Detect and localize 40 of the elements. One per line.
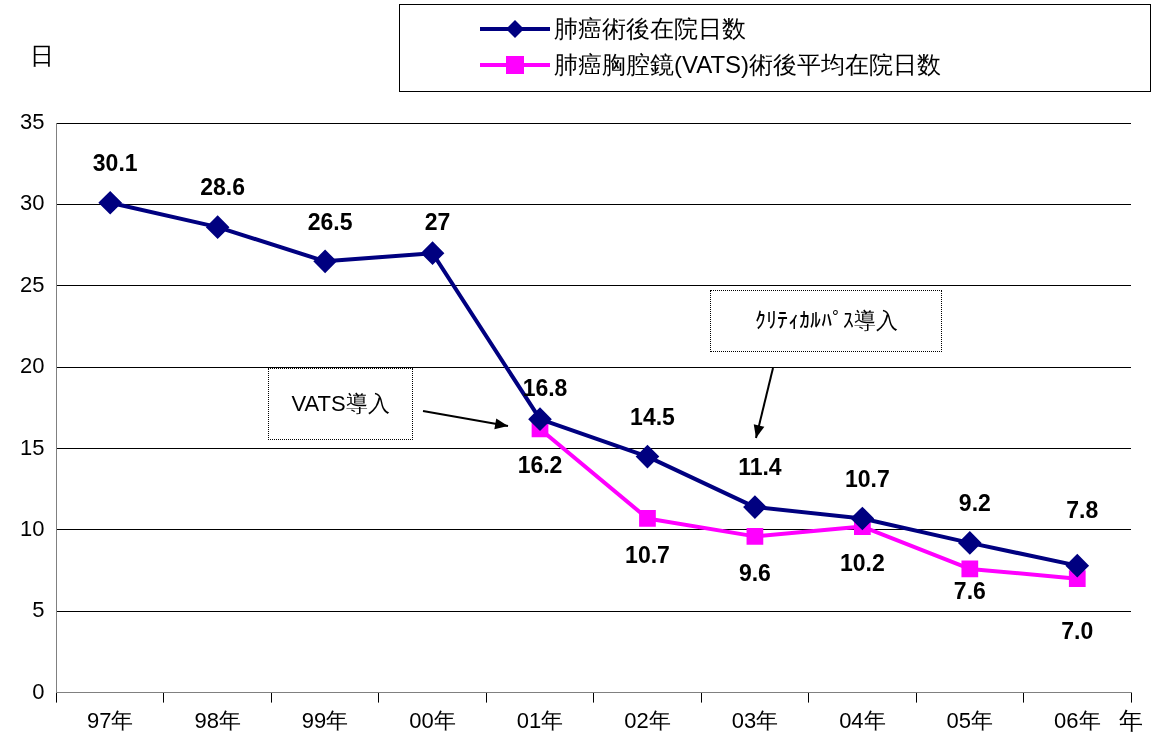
y-tick-label: 15	[19, 434, 45, 460]
annotation: ｸﾘﾃｨｶﾙﾊﾟｽ導入	[754, 307, 898, 335]
annotation: VATS導入	[291, 390, 390, 418]
x-tick-label: 99年	[301, 707, 349, 733]
y-tick-label: 5	[32, 597, 45, 623]
y-tick-label: 30	[19, 190, 45, 216]
data-label: 7.6	[953, 578, 986, 605]
data-label: 14.5	[630, 403, 676, 430]
x-tick-label: 01年	[516, 707, 564, 733]
data-label: 10.2	[839, 549, 885, 576]
data-label: 16.2	[517, 452, 563, 479]
y-tick-label: 0	[32, 678, 45, 704]
data-label: 16.8	[522, 374, 568, 401]
data-label: 26.5	[307, 208, 353, 235]
x-tick-label: 03年	[731, 707, 779, 733]
x-tick-label: 02年	[624, 707, 671, 733]
data-label: 27	[424, 208, 451, 235]
data-label: 7.0	[1061, 618, 1094, 645]
x-tick-label: 05年	[946, 707, 994, 733]
x-tick-label: 00年	[409, 707, 456, 733]
y-tick-label: 35	[19, 109, 45, 135]
data-label: 30.1	[92, 150, 138, 177]
data-label: 11.4	[738, 454, 782, 481]
x-tick-label: 98年	[194, 707, 241, 733]
x-axis-title: 年	[1119, 706, 1143, 736]
data-label: 9.2	[958, 490, 991, 517]
y-tick-label: 20	[19, 353, 45, 379]
y-axis-title: 日	[30, 41, 54, 71]
y-tick-label: 10	[19, 515, 45, 541]
data-label: 10.7	[844, 465, 890, 492]
legend-label: 肺癌術後在院日数	[554, 14, 746, 44]
data-label: 7.8	[1066, 497, 1099, 523]
data-label: 9.6	[738, 559, 771, 586]
x-tick-label: 04年	[839, 707, 886, 733]
data-label: 10.7	[625, 541, 670, 568]
x-tick-label: 06年	[1054, 707, 1101, 733]
data-label: 28.6	[200, 174, 246, 201]
x-tick-label: 97年	[86, 707, 134, 733]
legend-label: 肺癌胸腔鏡(VATS)術後平均在院日数	[554, 50, 942, 80]
y-tick-label: 25	[19, 271, 45, 297]
